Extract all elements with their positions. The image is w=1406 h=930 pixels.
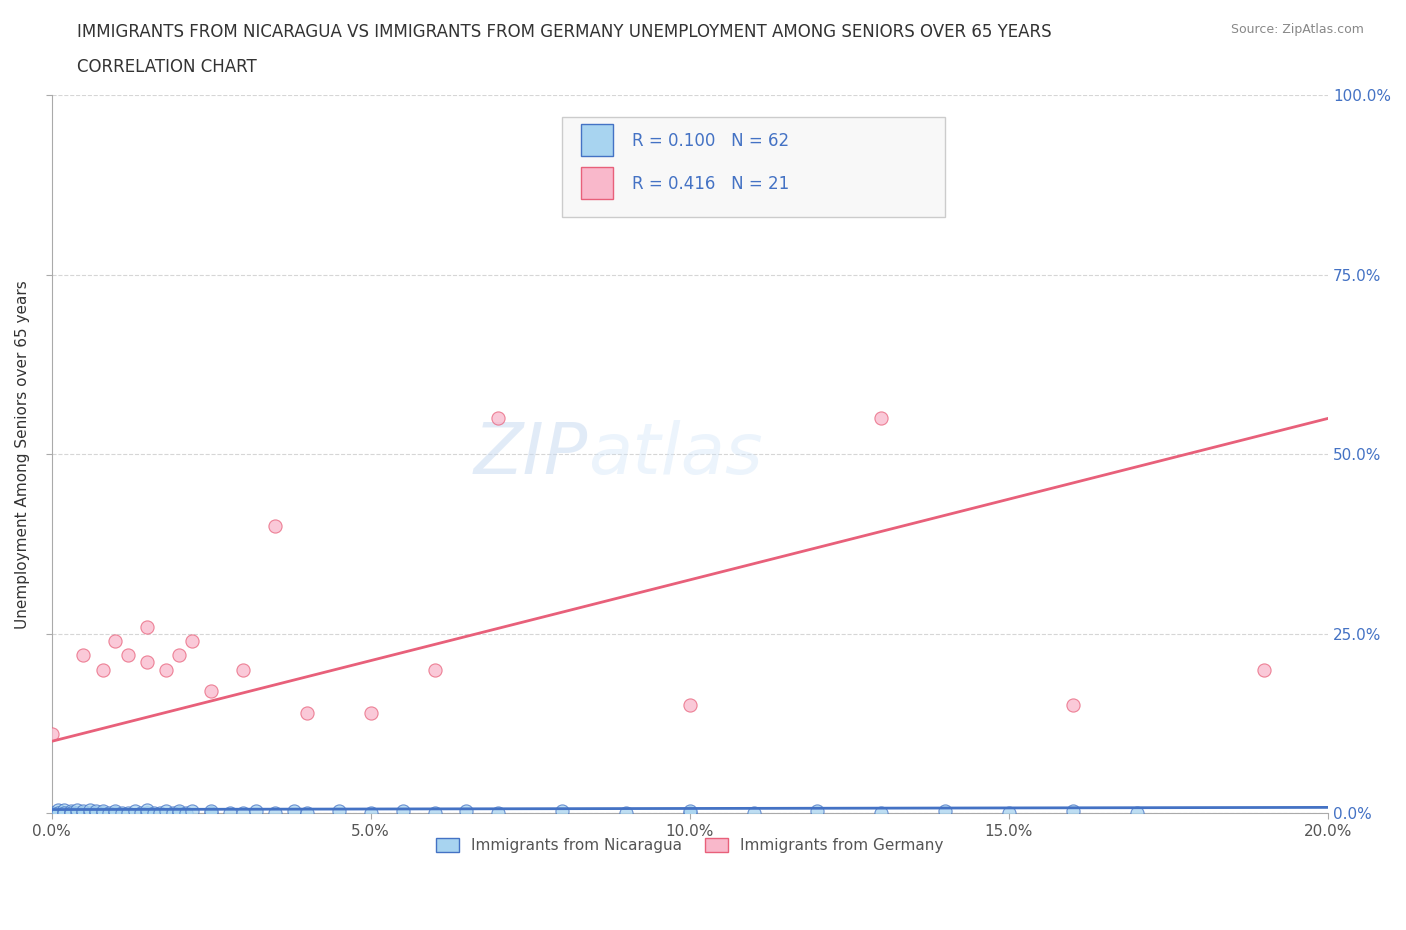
Point (1253, 662, 1275, 677)
Point (998, 805, 1021, 820)
Point (1125, 805, 1147, 820)
Point (79, 802, 101, 817)
Point (91, 804, 114, 818)
Point (167, 805, 190, 820)
Point (742, 805, 765, 820)
Point (264, 805, 287, 820)
Point (245, 804, 267, 818)
Text: Source: ZipAtlas.com: Source: ZipAtlas.com (1230, 23, 1364, 36)
Point (806, 804, 828, 818)
Point (934, 804, 956, 818)
Point (117, 648, 139, 663)
Point (72, 648, 94, 663)
Point (104, 804, 127, 818)
Point (181, 804, 204, 818)
Point (53, 802, 76, 817)
Point (91, 805, 114, 820)
Point (486, 805, 509, 820)
Point (283, 804, 305, 818)
Point (614, 805, 637, 820)
Point (295, 705, 318, 720)
Point (155, 804, 177, 818)
Point (136, 805, 159, 820)
Point (84, 805, 107, 820)
Bar (581, 124, 613, 156)
Text: atlas: atlas (588, 419, 762, 489)
Point (679, 804, 702, 818)
Point (111, 805, 134, 820)
Point (79, 805, 101, 820)
Point (136, 802, 159, 817)
Point (870, 805, 893, 820)
Y-axis label: Unemployment Among Seniors over 65 years: Unemployment Among Seniors over 65 years (15, 280, 30, 629)
Point (295, 805, 318, 820)
Point (124, 804, 146, 818)
Point (679, 805, 702, 820)
Point (142, 805, 165, 820)
Point (551, 804, 574, 818)
Point (486, 411, 509, 426)
Point (104, 633, 127, 648)
Point (219, 805, 242, 820)
Point (200, 684, 222, 698)
Point (117, 805, 139, 820)
Point (679, 698, 702, 713)
Point (104, 805, 127, 820)
Point (200, 805, 222, 820)
Point (59, 805, 82, 820)
Point (91, 662, 114, 677)
Point (167, 648, 190, 663)
Point (391, 804, 413, 818)
Point (456, 804, 478, 818)
FancyBboxPatch shape (562, 117, 945, 218)
Point (1062, 804, 1084, 818)
Point (66, 802, 89, 817)
Point (360, 705, 382, 720)
Point (328, 804, 350, 818)
Point (98, 805, 121, 820)
Point (41, 726, 63, 741)
Text: R = 0.100   N = 62: R = 0.100 N = 62 (633, 132, 790, 150)
Text: IMMIGRANTS FROM NICARAGUA VS IMMIGRANTS FROM GERMANY UNEMPLOYMENT AMONG SENIORS : IMMIGRANTS FROM NICARAGUA VS IMMIGRANTS … (77, 23, 1052, 41)
Point (41, 805, 63, 820)
Point (66, 805, 89, 820)
Point (84, 804, 107, 818)
Point (264, 519, 287, 534)
Point (72, 805, 94, 820)
Point (59, 805, 82, 820)
Point (129, 805, 152, 820)
Point (181, 633, 204, 648)
Point (136, 619, 159, 634)
Point (1062, 698, 1084, 713)
Point (46, 802, 69, 817)
Point (162, 805, 184, 820)
Point (423, 662, 446, 677)
Point (232, 662, 254, 677)
Point (870, 411, 893, 426)
Point (136, 655, 159, 670)
Point (360, 805, 382, 820)
Point (155, 662, 177, 677)
Point (72, 804, 94, 818)
Text: R = 0.416   N = 21: R = 0.416 N = 21 (633, 175, 790, 193)
Point (423, 805, 446, 820)
Point (46, 805, 69, 820)
Point (53, 805, 76, 820)
Point (46, 805, 69, 820)
Point (53, 805, 76, 820)
Point (167, 804, 190, 818)
Bar (581, 167, 613, 199)
Point (174, 805, 197, 820)
Point (232, 805, 254, 820)
Point (149, 805, 172, 820)
Legend: Immigrants from Nicaragua, Immigrants from Germany: Immigrants from Nicaragua, Immigrants fr… (430, 832, 949, 859)
Point (200, 804, 222, 818)
Text: CORRELATION CHART: CORRELATION CHART (77, 58, 257, 75)
Text: ZIP: ZIP (474, 419, 588, 489)
Point (59, 804, 82, 818)
